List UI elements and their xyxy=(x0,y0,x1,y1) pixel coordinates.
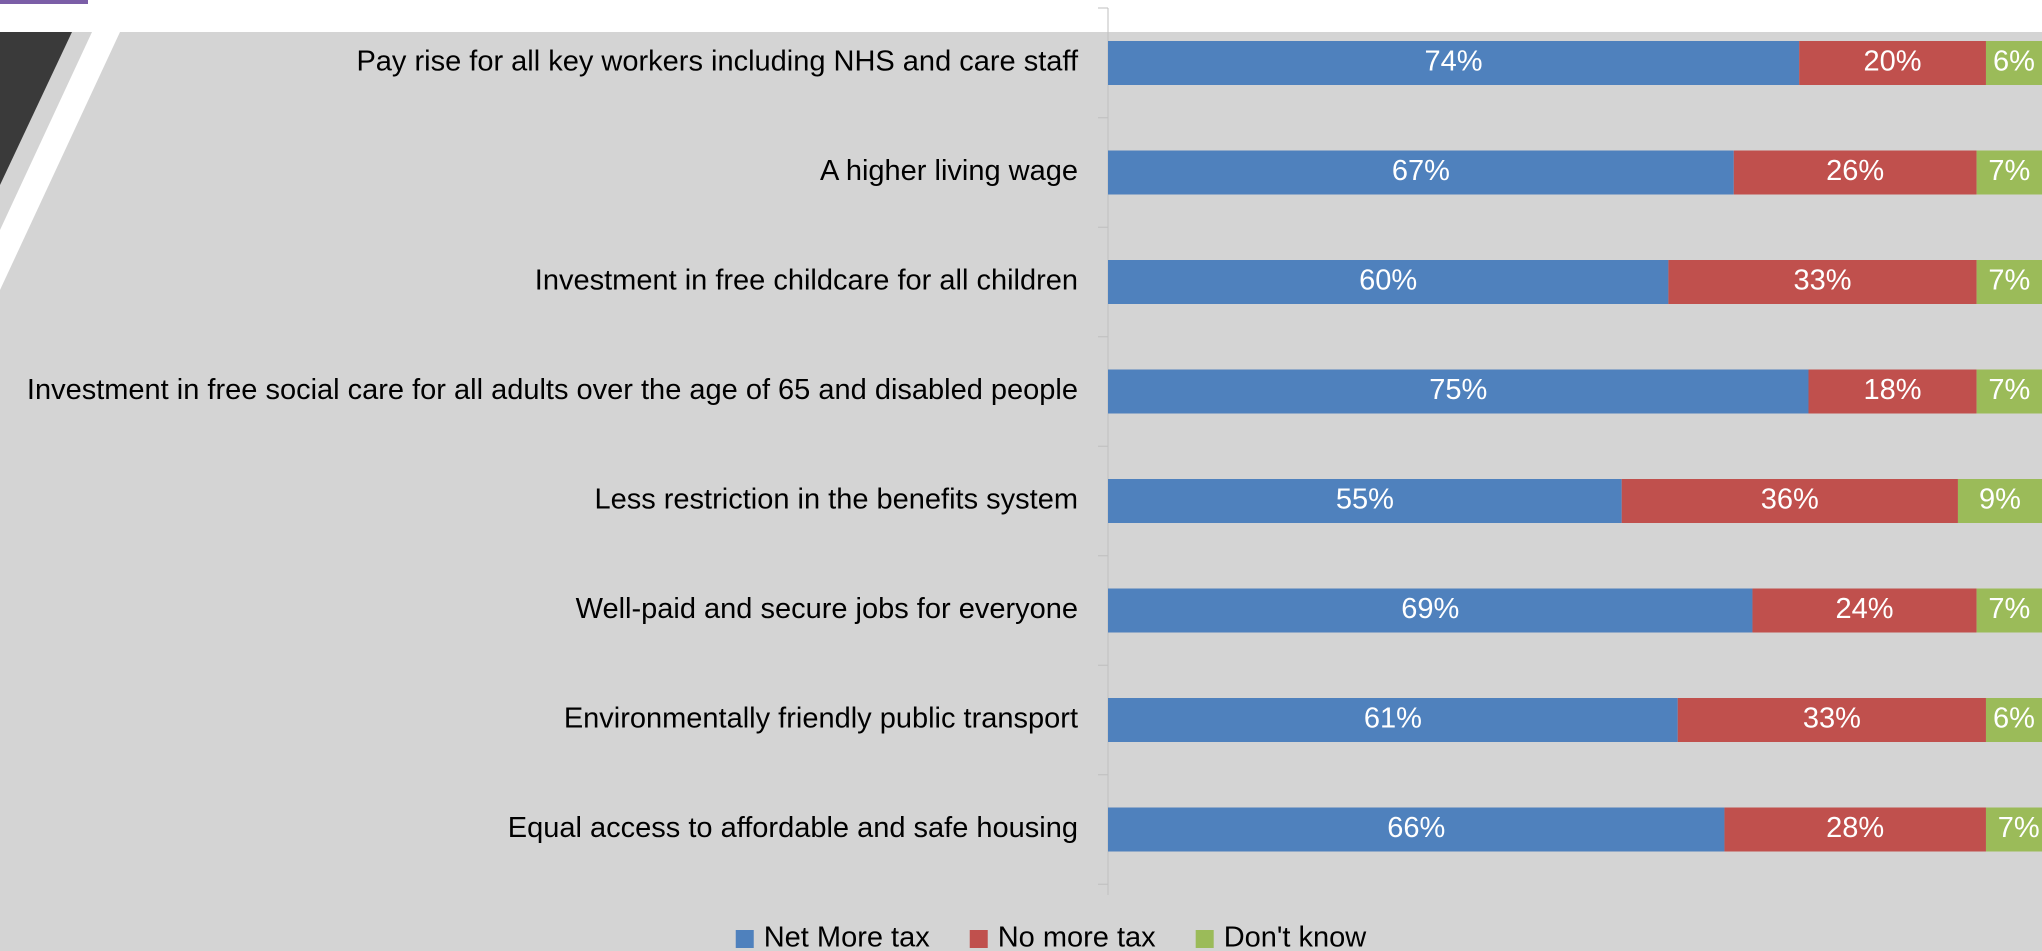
category-label: Well-paid and secure jobs for everyone xyxy=(576,593,1078,625)
bar-no-more-tax xyxy=(1621,479,1958,523)
data-labels: 74% 20% 6% 67% 26% 7% 60% 33% 7% 75% 18% 7% 55% 36% 9%… xyxy=(1336,46,2040,845)
data-label: 28% xyxy=(1826,812,1884,844)
category-label: Pay rise for all key workers including N… xyxy=(356,46,1078,78)
bars xyxy=(1108,41,2042,852)
data-label: 33% xyxy=(1803,703,1861,735)
legend-swatch-don-t-know xyxy=(1195,930,1214,948)
bar-don-t-know xyxy=(1976,369,2042,414)
bar-no-more-tax xyxy=(1668,260,1977,304)
bar-net-more-tax xyxy=(1108,698,1678,742)
data-label: 7% xyxy=(1988,374,2030,406)
bar-no-more-tax xyxy=(1733,150,1977,195)
data-label: 36% xyxy=(1761,484,1819,516)
bar-net-more-tax xyxy=(1108,150,1734,195)
data-label: 60% xyxy=(1359,265,1417,297)
data-label: 33% xyxy=(1793,265,1851,297)
legend: Net More tax No more tax Don't know xyxy=(735,922,1368,951)
bar-don-t-know xyxy=(1976,588,2042,633)
data-label: 61% xyxy=(1364,703,1422,735)
data-label: 75% xyxy=(1429,374,1487,406)
bar-no-more-tax xyxy=(1724,807,1986,852)
data-label: 26% xyxy=(1826,155,1884,187)
data-label: 24% xyxy=(1836,593,1894,625)
legend-label: Net More tax xyxy=(764,922,930,951)
data-label: 7% xyxy=(1998,812,2040,844)
data-label: 7% xyxy=(1988,593,2030,625)
legend-label: Don't know xyxy=(1224,922,1368,951)
category-label: Less restriction in the benefits system xyxy=(594,484,1078,516)
bar-no-more-tax xyxy=(1799,41,1986,85)
bar-net-more-tax xyxy=(1108,807,1725,852)
data-label: 7% xyxy=(1988,265,2030,297)
white-header-band xyxy=(0,0,2042,32)
bar-net-more-tax xyxy=(1108,260,1669,304)
data-label: 69% xyxy=(1401,593,1459,625)
legend-swatch-no-more-tax xyxy=(969,930,988,948)
legend-label: No more tax xyxy=(998,922,1156,951)
data-label: 6% xyxy=(1993,703,2035,735)
data-label: 7% xyxy=(1988,155,2030,187)
category-label: Investment in free social care for all a… xyxy=(27,374,1078,406)
data-label: 74% xyxy=(1425,46,1483,78)
data-label: 6% xyxy=(1993,46,2035,78)
data-label: 66% xyxy=(1387,812,1445,844)
decorative-accent-tab xyxy=(0,0,88,4)
category-label: Environmentally friendly public transpor… xyxy=(564,703,1078,735)
bar-net-more-tax xyxy=(1108,41,1800,85)
bar-don-t-know xyxy=(1985,807,2042,852)
category-label: Equal access to affordable and safe hous… xyxy=(508,812,1078,844)
legend-swatch-net-more-tax xyxy=(735,930,754,948)
data-label: 9% xyxy=(1979,484,2021,516)
bar-net-more-tax xyxy=(1108,369,1809,414)
bar-net-more-tax xyxy=(1108,588,1753,633)
data-label: 18% xyxy=(1864,374,1922,406)
bar-don-t-know xyxy=(1985,41,2042,85)
bar-don-t-know xyxy=(1976,150,2042,195)
data-label: 67% xyxy=(1392,155,1450,187)
axis-ticks xyxy=(1098,7,1108,885)
data-label: 55% xyxy=(1336,484,1394,516)
category-labels: Pay rise for all key workers including N… xyxy=(27,46,1079,845)
bar-no-more-tax xyxy=(1752,588,1977,633)
bar-don-t-know xyxy=(1985,698,2042,742)
decorative-white-stripe xyxy=(0,32,120,290)
bar-don-t-know xyxy=(1976,260,2042,304)
bar-don-t-know xyxy=(1957,479,2042,523)
bar-no-more-tax xyxy=(1677,698,1986,742)
decorative-dark-stripe xyxy=(0,32,72,185)
bar-net-more-tax xyxy=(1108,479,1622,523)
bar-no-more-tax xyxy=(1808,369,1977,414)
data-label: 20% xyxy=(1864,46,1922,78)
category-label: Investment in free childcare for all chi… xyxy=(535,265,1078,297)
category-label: A higher living wage xyxy=(820,155,1078,187)
